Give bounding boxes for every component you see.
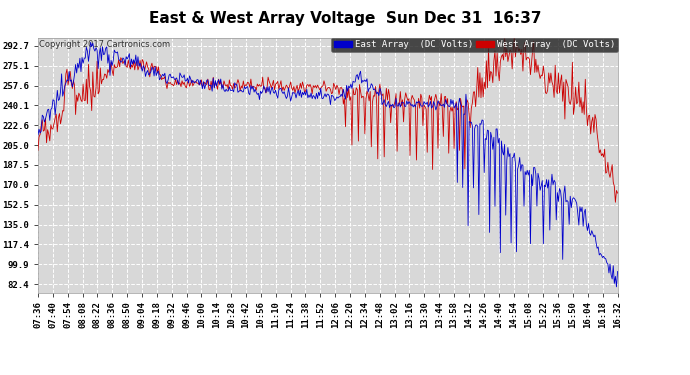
Text: Copyright 2017 Cartronics.com: Copyright 2017 Cartronics.com (39, 40, 170, 49)
Legend: East Array  (DC Volts), West Array  (DC Volts): East Array (DC Volts), West Array (DC Vo… (331, 38, 618, 52)
Text: East & West Array Voltage  Sun Dec 31  16:37: East & West Array Voltage Sun Dec 31 16:… (149, 11, 541, 26)
